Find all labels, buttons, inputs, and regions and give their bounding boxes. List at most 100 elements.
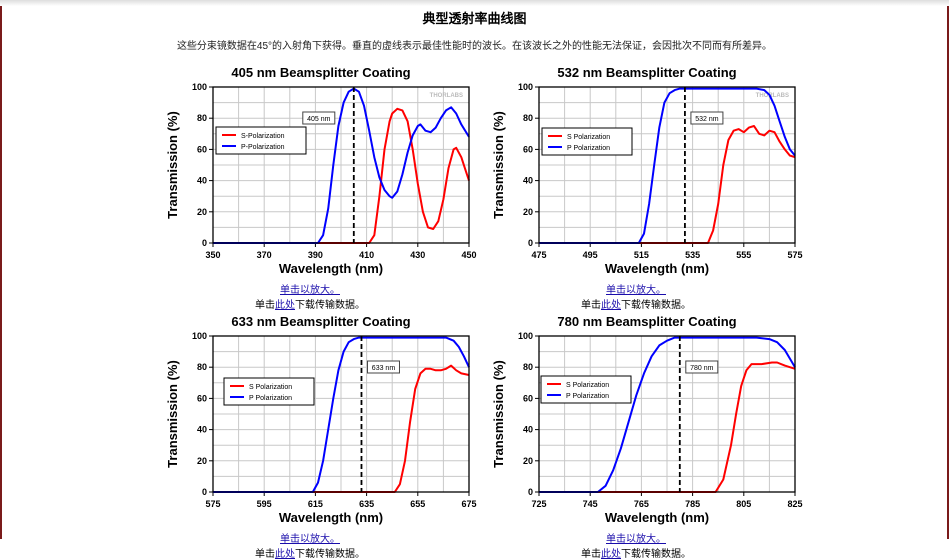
- right-border: [947, 0, 949, 539]
- legend-box: [541, 127, 633, 156]
- y-tick-label: 40: [523, 425, 533, 435]
- legend-entry: P-Polarization: [241, 144, 285, 151]
- y-axis-label: Transmission (%): [491, 360, 506, 468]
- page-title: 典型透射率曲线图: [422, 11, 527, 26]
- wavelength-callout-label: 405 nm: [307, 116, 331, 123]
- series-line-p-polarization: [539, 87, 796, 244]
- chart-532[interactable]: 532 nm Beamsplitter Coating 475 495 515 535 5…: [486, 60, 806, 282]
- x-tick-label: 745: [583, 499, 598, 509]
- top-shade: [0, 0, 949, 6]
- y-tick-label: 100: [518, 331, 533, 341]
- series-line-p-polarization: [213, 336, 470, 493]
- x-tick-label: 615: [308, 499, 323, 509]
- y-tick-label: 40: [197, 425, 207, 435]
- x-tick-label: 675: [461, 499, 476, 509]
- x-tick-label: 495: [583, 250, 598, 260]
- legend: S Polarization P Polarization: [540, 375, 632, 404]
- x-tick-label: 430: [410, 250, 425, 260]
- y-tick-label: 100: [192, 331, 207, 341]
- chart-title: 532 nm Beamsplitter Coating: [557, 65, 736, 80]
- enlarge-link[interactable]: 单击以放大。: [280, 285, 340, 296]
- legend-entry: P Polarization: [567, 145, 610, 152]
- legend: S Polarization P Polarization: [223, 377, 315, 406]
- y-tick-label: 0: [528, 238, 533, 248]
- chart-title: 405 nm Beamsplitter Coating: [231, 65, 410, 80]
- y-axis-label: Transmission (%): [491, 111, 506, 219]
- x-tick-label: 370: [257, 250, 272, 260]
- chart-405[interactable]: 405 nm Beamsplitter Coating 350 370 390 410 4…: [160, 60, 480, 282]
- x-tick-label: 575: [205, 499, 220, 509]
- left-border: [0, 0, 2, 539]
- legend-entry: S Polarization: [249, 384, 292, 391]
- y-tick-label: 40: [197, 176, 207, 186]
- x-tick-label: 555: [736, 250, 751, 260]
- wavelength-callout-label: 633 nm: [372, 365, 396, 372]
- y-tick-label: 20: [523, 456, 533, 466]
- legend-entry: S Polarization: [566, 382, 609, 389]
- x-tick-label: 805: [736, 499, 751, 509]
- chart-links: 单击以放大。 单击此处下载传输数据。: [150, 281, 470, 311]
- y-tick-label: 100: [192, 82, 207, 92]
- y-tick-label: 0: [528, 487, 533, 497]
- x-tick-label: 635: [359, 499, 374, 509]
- enlarge-link[interactable]: 单击以放大。: [606, 534, 666, 545]
- x-tick-label: 515: [634, 250, 649, 260]
- x-tick-label: 655: [410, 499, 425, 509]
- wavelength-callout-box: [685, 360, 719, 374]
- download-suffix: 下载传输数据。: [295, 549, 365, 560]
- x-tick-label: 725: [531, 499, 546, 509]
- plot-frame: [538, 86, 796, 244]
- series-line-s-polarization: [539, 361, 796, 493]
- y-tick-label: 0: [202, 238, 207, 248]
- download-suffix: 下载传输数据。: [295, 300, 365, 311]
- y-tick-label: 60: [523, 393, 533, 403]
- x-tick-label: 765: [634, 499, 649, 509]
- download-link[interactable]: 此处: [275, 300, 295, 311]
- chart-panel-633: 633 nm Beamsplitter Coating 575 595 615 635 6…: [160, 309, 480, 560]
- legend-box: [215, 126, 307, 155]
- x-axis-label: Wavelength (nm): [605, 261, 709, 276]
- series-line-p-polarization: [213, 87, 470, 244]
- legend: S-Polarization P-Polarization: [215, 126, 307, 155]
- download-link[interactable]: 此处: [601, 300, 621, 311]
- watermark-logo: THORLABS: [430, 93, 463, 99]
- x-axis-label: Wavelength (nm): [279, 510, 383, 525]
- download-suffix: 下载传输数据。: [621, 300, 691, 311]
- legend-entry: S-Polarization: [241, 133, 285, 140]
- x-axis-label: Wavelength (nm): [605, 510, 709, 525]
- legend-box: [540, 375, 632, 404]
- legend-entry: S Polarization: [567, 134, 610, 141]
- y-tick-label: 20: [197, 207, 207, 217]
- y-tick-label: 20: [523, 207, 533, 217]
- y-tick-label: 80: [523, 113, 533, 123]
- x-tick-label: 785: [685, 499, 700, 509]
- chart-links: 单击以放大。 单击此处下载传输数据。: [476, 530, 796, 560]
- download-prefix: 单击: [255, 549, 275, 560]
- watermark-logo: THORLABS: [756, 93, 789, 99]
- y-tick-label: 0: [202, 487, 207, 497]
- download-link[interactable]: 此处: [275, 549, 295, 560]
- enlarge-link[interactable]: 单击以放大。: [280, 534, 340, 545]
- wavelength-callout-label: 532 nm: [695, 116, 719, 123]
- plot-frame: [212, 335, 470, 493]
- chart-links: 单击以放大。 单击此处下载传输数据。: [476, 281, 796, 311]
- legend-box: [223, 377, 315, 406]
- series-line-s-polarization: [213, 107, 470, 244]
- enlarge-link[interactable]: 单击以放大。: [606, 285, 666, 296]
- series-line-p-polarization: [539, 336, 796, 493]
- download-link[interactable]: 此处: [601, 549, 621, 560]
- chart-780[interactable]: 780 nm Beamsplitter Coating 725 745 765 785 8…: [486, 309, 806, 531]
- download-suffix: 下载传输数据。: [621, 549, 691, 560]
- x-tick-label: 350: [205, 250, 220, 260]
- wavelength-callout-box: [690, 111, 724, 125]
- x-tick-label: 535: [685, 250, 700, 260]
- chart-panel-532: 532 nm Beamsplitter Coating 475 495 515 535 5…: [486, 60, 806, 311]
- y-axis-label: Transmission (%): [165, 111, 180, 219]
- download-prefix: 单击: [581, 300, 601, 311]
- legend-entry: P Polarization: [566, 393, 609, 400]
- plot-frame: [212, 86, 470, 244]
- chart-633[interactable]: 633 nm Beamsplitter Coating 575 595 615 635 6…: [160, 309, 480, 531]
- chart-links: 单击以放大。 单击此处下载传输数据。: [150, 530, 470, 560]
- x-tick-label: 410: [359, 250, 374, 260]
- chart-title: 633 nm Beamsplitter Coating: [231, 314, 410, 329]
